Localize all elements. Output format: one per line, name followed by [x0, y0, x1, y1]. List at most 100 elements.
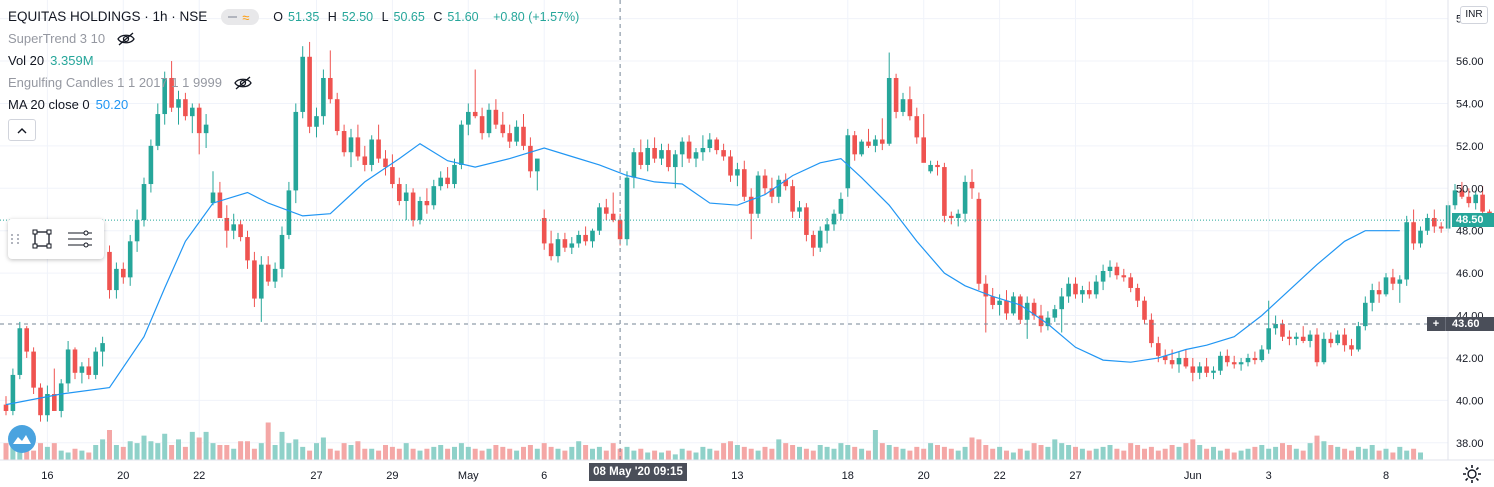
volume-bar: [583, 445, 589, 460]
candle-body: [1335, 334, 1340, 344]
candle-body: [831, 213, 837, 225]
candle-body: [914, 116, 920, 138]
volume-bar: [1217, 450, 1223, 460]
volume-bar: [1211, 446, 1216, 460]
volume-bar: [417, 450, 423, 460]
candle-body: [1280, 324, 1285, 337]
currency-badge[interactable]: INR: [1460, 6, 1488, 24]
candle-body: [500, 124, 506, 134]
time-tick-label: 29: [386, 470, 398, 482]
volume-bar: [1162, 448, 1168, 460]
volume-bar: [134, 443, 140, 460]
volume-bar: [24, 448, 30, 460]
candle-body: [1038, 315, 1044, 327]
candle-body: [459, 124, 464, 165]
candle-body: [597, 207, 602, 231]
series-toggle[interactable]: ≈: [221, 9, 260, 25]
volume-bar: [1231, 452, 1237, 460]
settings-lines-icon: [68, 230, 92, 248]
candle-body: [990, 296, 995, 305]
volume-bar: [493, 445, 499, 460]
eye-off-icon[interactable]: [117, 32, 135, 46]
candle-body: [1259, 349, 1265, 361]
candle-body: [86, 366, 92, 375]
candle-body: [355, 137, 361, 157]
time-tick-label: 20: [918, 470, 930, 482]
candle-body: [307, 56, 312, 127]
candle-body: [141, 184, 147, 221]
candle-body: [1149, 319, 1154, 344]
candle-body: [210, 192, 216, 204]
volume-bar: [189, 431, 195, 460]
tradingview-logo-icon[interactable]: [8, 425, 36, 453]
collapse-legend-button[interactable]: [8, 119, 36, 141]
candle-body: [45, 394, 50, 416]
volume-bar: [638, 448, 644, 460]
candle-body: [328, 77, 333, 100]
plus-icon[interactable]: +: [1427, 317, 1446, 332]
volume-bar: [1190, 439, 1196, 460]
candle-body: [1190, 366, 1196, 373]
volume-bar: [3, 443, 9, 460]
volume-bar: [1052, 439, 1058, 460]
candle-body: [852, 135, 857, 155]
candle-body: [624, 177, 630, 240]
candle-body: [673, 154, 678, 168]
drag-grip-icon[interactable]: [10, 229, 20, 249]
volume-bar: [659, 452, 664, 460]
time-tick-label: 16: [41, 470, 53, 482]
gear-icon[interactable]: [1462, 464, 1482, 484]
candle-body: [1211, 370, 1216, 373]
volume-bar: [969, 437, 975, 460]
candle-body: [1356, 326, 1361, 350]
volume-bar: [1411, 448, 1417, 460]
indicator-name: Vol 20: [8, 53, 45, 68]
volume-bar: [941, 446, 947, 460]
volume-bar: [438, 445, 444, 460]
volume-bar: [955, 450, 961, 460]
settings-lines-button[interactable]: [64, 223, 96, 255]
candle-body: [231, 224, 236, 231]
candle-body: [445, 177, 450, 185]
candle-body: [1004, 300, 1009, 314]
volume-bar: [100, 439, 106, 460]
volume-bar: [886, 445, 892, 460]
rectangle-tool-button[interactable]: [26, 223, 58, 255]
indicator-ma[interactable]: MA 20 close 0 50.20: [8, 94, 584, 116]
volume-bar: [1121, 450, 1127, 460]
indicator-volume[interactable]: Vol 20 3.359M: [8, 50, 584, 72]
candle-body: [38, 387, 43, 416]
candle-body: [238, 224, 243, 238]
candle-body: [886, 77, 892, 144]
candle-body: [1128, 277, 1133, 288]
candle-body: [417, 201, 423, 221]
volume-bar: [452, 446, 457, 460]
volume-bar: [196, 437, 202, 460]
volume-bar: [1245, 448, 1251, 460]
volume-bar: [928, 443, 934, 460]
candle-body: [700, 147, 706, 153]
candle-body: [1418, 230, 1423, 244]
volume-bar: [307, 450, 313, 460]
symbol-title[interactable]: EQUITAS HOLDINGS · 1h · NSE: [8, 9, 208, 24]
indicator-supertrend[interactable]: SuperTrend 3 10: [8, 28, 584, 50]
volume-bar: [120, 446, 126, 460]
eye-off-icon[interactable]: [234, 76, 252, 90]
candle-body: [1363, 302, 1368, 327]
volume-bar: [465, 446, 471, 460]
candle-body: [1238, 362, 1244, 365]
volume-bar: [921, 448, 927, 460]
candle-body: [1087, 290, 1092, 295]
candle-body: [776, 179, 782, 197]
indicator-engulfing[interactable]: Engulfing Candles 1 1 2017 1 1 9999: [8, 72, 584, 94]
candle-body: [1473, 194, 1478, 204]
volume-bar: [824, 446, 830, 460]
candle-body: [762, 175, 768, 189]
high-label: H: [327, 10, 337, 24]
candle-body: [162, 77, 167, 115]
candle-body: [583, 234, 588, 242]
candle-body: [100, 343, 105, 352]
time-tick-label: Jun: [1184, 470, 1202, 482]
volume-bar: [286, 443, 292, 460]
